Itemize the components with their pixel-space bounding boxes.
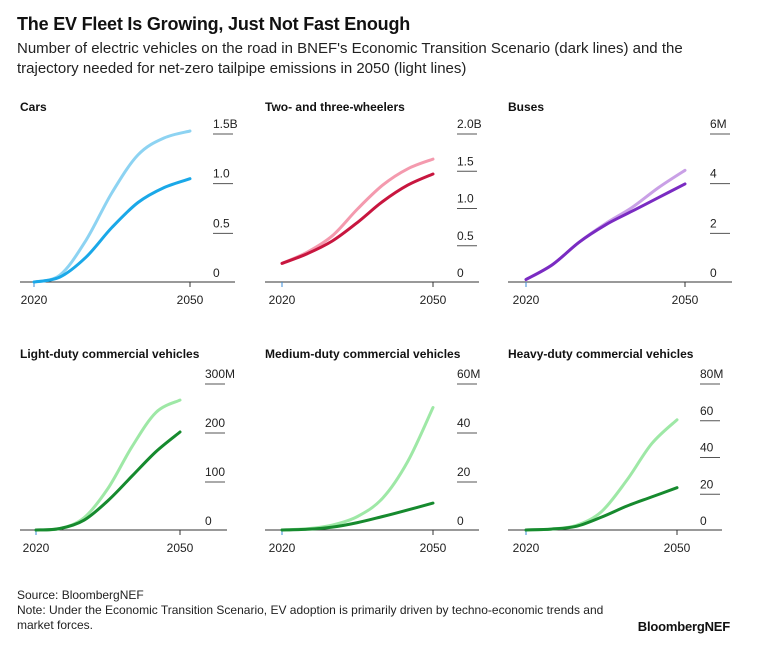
economic-transition-line xyxy=(524,486,679,532)
x-tick-label: 2020 xyxy=(513,541,540,555)
x-tick-label: 2050 xyxy=(420,293,447,307)
panel-title: Heavy-duty commercial vehicles xyxy=(508,347,694,361)
x-tick-label: 2050 xyxy=(177,293,204,307)
y-tick-label: 0.5 xyxy=(213,216,230,230)
panel-title: Buses xyxy=(508,100,544,114)
x-tick-label: 2020 xyxy=(513,293,540,307)
y-tick-label: 60 xyxy=(700,404,714,418)
y-tick-label: 200 xyxy=(205,416,225,430)
y-tick-label: 2.0B xyxy=(457,117,482,131)
y-tick-label: 0 xyxy=(700,514,707,528)
economic-transition-line xyxy=(32,177,192,284)
y-tick-label: 1.0 xyxy=(457,192,474,206)
x-tick-label: 2020 xyxy=(21,293,48,307)
economic-transition-line xyxy=(280,172,435,265)
panel-title: Light-duty commercial vehicles xyxy=(20,347,200,361)
chart-title: The EV Fleet Is Growing, Just Not Fast E… xyxy=(17,14,411,34)
y-tick-label: 1.0 xyxy=(213,167,230,181)
y-tick-label: 6M xyxy=(710,117,727,131)
y-tick-label: 1.5B xyxy=(213,117,238,131)
y-tick-label: 0 xyxy=(457,514,464,528)
x-tick-label: 2050 xyxy=(672,293,699,307)
methodology-note: Note: Under the Economic Transition Scen… xyxy=(17,603,604,632)
y-tick-label: 0 xyxy=(457,266,464,280)
y-tick-label: 2 xyxy=(710,216,717,230)
panel-title: Cars xyxy=(20,100,47,114)
y-tick-label: 40 xyxy=(457,416,471,430)
x-tick-label: 2020 xyxy=(23,541,50,555)
chart-subtitle: Number of electric vehicles on the road … xyxy=(17,40,683,77)
source-note: Source: BloombergNEF xyxy=(17,588,144,602)
economic-transition-line xyxy=(280,501,435,532)
y-tick-label: 0 xyxy=(213,266,220,280)
y-tick-label: 300M xyxy=(205,367,235,381)
y-tick-label: 20 xyxy=(700,477,714,491)
x-tick-label: 2050 xyxy=(420,541,447,555)
y-tick-label: 20 xyxy=(457,465,471,479)
y-tick-label: 1.5 xyxy=(457,154,474,168)
economic-transition-line xyxy=(524,182,687,281)
y-tick-label: 80M xyxy=(700,367,723,381)
y-tick-label: 4 xyxy=(710,167,717,181)
y-tick-label: 40 xyxy=(700,441,714,455)
net-zero-line xyxy=(32,129,192,284)
net-zero-line xyxy=(280,406,435,532)
brand-logo: BloombergNEF xyxy=(637,619,730,634)
y-tick-label: 60M xyxy=(457,367,480,381)
x-tick-label: 2020 xyxy=(269,293,296,307)
panel-title: Two- and three-wheelers xyxy=(265,100,405,114)
y-tick-label: 100 xyxy=(205,465,225,479)
net-zero-line xyxy=(280,157,435,265)
economic-transition-line xyxy=(34,430,182,532)
y-tick-label: 0 xyxy=(710,266,717,280)
y-tick-label: 0.5 xyxy=(457,229,474,243)
x-tick-label: 2050 xyxy=(167,541,194,555)
panel-title: Medium-duty commercial vehicles xyxy=(265,347,461,361)
net-zero-line xyxy=(524,418,679,532)
x-tick-label: 2050 xyxy=(664,541,691,555)
net-zero-line xyxy=(34,398,182,532)
x-tick-label: 2020 xyxy=(269,541,296,555)
y-tick-label: 0 xyxy=(205,514,212,528)
